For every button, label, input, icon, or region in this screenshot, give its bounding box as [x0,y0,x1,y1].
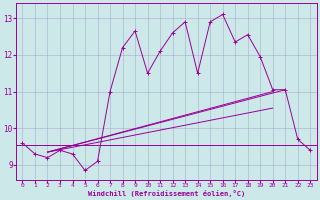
X-axis label: Windchill (Refroidissement éolien,°C): Windchill (Refroidissement éolien,°C) [88,190,245,197]
